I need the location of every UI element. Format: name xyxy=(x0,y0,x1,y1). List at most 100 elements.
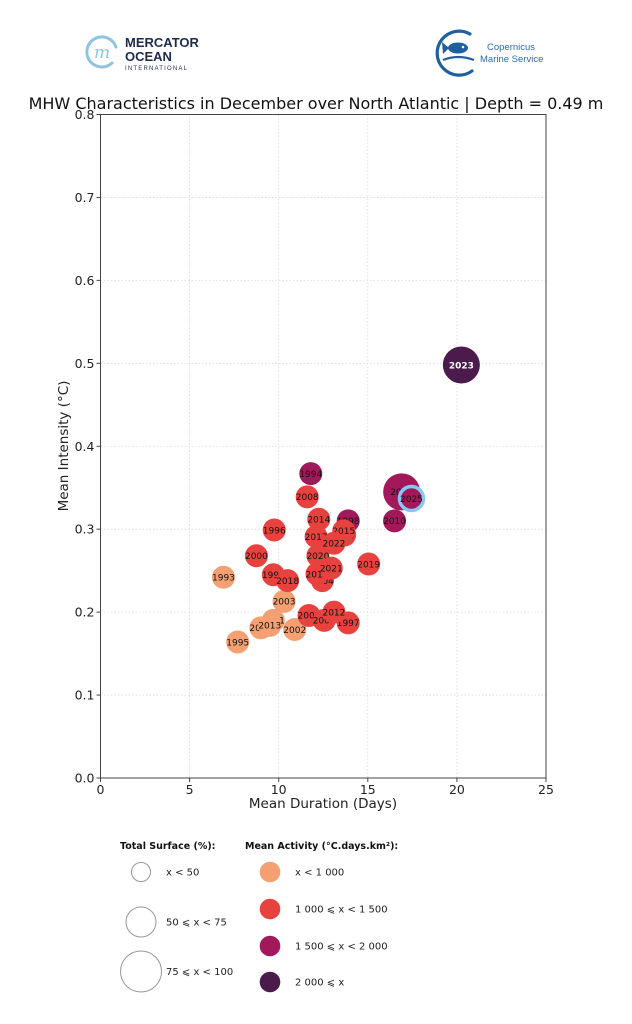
bubble-label: 2021 xyxy=(320,564,343,574)
y-axis: 0.0 0.1 0.2 0.3 0.4 0.5 0.6 0.7 0.8 xyxy=(75,107,101,786)
grid xyxy=(100,114,547,779)
legend-activity-label: 1 000 ⩽ x < 1 500 xyxy=(295,905,388,916)
bubble-label: 2018 xyxy=(276,577,299,587)
bubble-label: 1994 xyxy=(299,470,322,480)
bubble-1995: 1995 xyxy=(226,630,250,654)
legend-activity-label: x < 1 000 xyxy=(295,868,344,879)
bubble-2003: 2003 xyxy=(272,589,296,613)
bubble-2008: 2008 xyxy=(295,485,319,509)
bubble-2022: 2022 xyxy=(322,531,346,555)
y-tick-label: 0.6 xyxy=(75,273,95,288)
y-tick-label: 0.8 xyxy=(75,107,95,122)
legend-activity-title: Mean Activity (°C.days.km²): xyxy=(245,841,398,852)
legend-activity-marker xyxy=(259,898,281,920)
mercator-m-icon: m xyxy=(85,35,118,69)
y-tick-label: 0.5 xyxy=(75,356,95,371)
bubble-label: 2017 xyxy=(305,533,328,543)
bubble-2012: 2012 xyxy=(322,600,346,624)
x-tick-label: 20 xyxy=(449,782,465,797)
x-axis-label: Mean Duration (Days) xyxy=(249,796,397,812)
bubble-2010: 2010 xyxy=(383,509,406,533)
x-tick-label: 25 xyxy=(538,782,554,797)
x-tick-label: 0 xyxy=(97,782,105,797)
bubble-2025: 2025 xyxy=(397,484,426,513)
legend-surface-marker xyxy=(131,862,151,882)
bubble-1994: 1994 xyxy=(299,462,323,486)
bubble-1993: 1993 xyxy=(211,565,235,589)
bubble-mark xyxy=(276,569,300,593)
bubble-label: 2025 xyxy=(400,495,423,505)
svg-text:m: m xyxy=(94,43,110,63)
bubble-2013: 2013 xyxy=(258,613,282,637)
bubble-mark xyxy=(244,544,268,568)
bubble-label: 2016 xyxy=(306,570,329,580)
bubble-label: 2009 xyxy=(313,617,336,627)
bubble-2019: 2019 xyxy=(357,552,381,576)
copernicus-line1: Copernicus xyxy=(487,42,535,53)
bubble-mark xyxy=(258,613,282,637)
bubble-mark xyxy=(399,487,423,511)
x-tick-label: 5 xyxy=(186,782,194,797)
bubble-label: 2005 xyxy=(298,612,321,622)
bubble-2023: 2023 xyxy=(442,346,480,384)
bubble-label: 1999 xyxy=(262,571,285,581)
chart-title: MHW Characteristics in December over Nor… xyxy=(29,94,604,113)
legend-surface-label: x < 50 xyxy=(166,868,199,879)
wave-icon xyxy=(442,55,475,62)
legend-activity-label: 1 500 ⩽ x < 2 000 xyxy=(295,942,388,953)
bubble-label: 2019 xyxy=(357,560,380,570)
bubble-label: 1993 xyxy=(212,574,235,584)
bubbles: 1993199419951996199719981999200020012002… xyxy=(211,346,480,654)
mercator-line1: MERCATOR xyxy=(125,35,200,50)
x-tick-label: 15 xyxy=(360,782,376,797)
bubble-label: 2014 xyxy=(307,516,330,526)
bubble-mark xyxy=(307,507,331,531)
fish-icon xyxy=(442,42,468,54)
bubble-mark xyxy=(319,556,343,580)
bubble-label: 2012 xyxy=(322,608,345,618)
y-tick-label: 0.2 xyxy=(75,605,95,620)
bubble-mark xyxy=(226,630,250,654)
bubble-label: 2015 xyxy=(332,527,355,537)
bubble-mark xyxy=(211,565,235,589)
mercator-line3: INTERNATIONAL xyxy=(125,66,188,72)
legend-activity-marker xyxy=(259,935,281,957)
mercator-line2: OCEAN xyxy=(125,49,172,64)
bubble-label: 1995 xyxy=(226,638,249,648)
bubble-label: 2003 xyxy=(273,598,296,608)
mercator-ocean-logo: m MERCATOR OCEAN INTERNATIONAL xyxy=(85,35,200,72)
bubble-mark xyxy=(262,518,286,542)
bubble-mark xyxy=(322,531,346,555)
legend-surface-marker xyxy=(125,906,157,938)
bubble-label: 2022 xyxy=(322,540,345,550)
bubble-mark xyxy=(442,346,480,384)
bubble-label: 1997 xyxy=(337,619,360,629)
bubble-2017: 2017 xyxy=(304,525,328,549)
bubble-label: 2013 xyxy=(258,622,281,632)
legend-surface-label: 50 ⩽ x < 75 xyxy=(166,918,227,929)
bubble-label: 2000 xyxy=(245,552,268,562)
bubble-2014: 2014 xyxy=(307,507,331,531)
bubble-mark xyxy=(295,485,319,509)
bubble-label: 2020 xyxy=(306,552,329,562)
bubble-label: 1996 xyxy=(263,526,286,536)
highlight-ring xyxy=(397,484,426,513)
y-axis-label: Mean Intensity (°C) xyxy=(56,381,72,512)
legend-activity-marker xyxy=(259,861,281,883)
bubble-mark xyxy=(357,552,381,576)
x-axis: 0 5 10 15 20 25 xyxy=(97,778,554,797)
bubble-label: 2023 xyxy=(449,361,474,371)
copernicus-ring-icon xyxy=(435,29,474,77)
legend: Total Surface (%): Mean Activity (°C.day… xyxy=(120,841,398,993)
y-tick-label: 0.1 xyxy=(75,688,95,703)
x-tick-label: 10 xyxy=(271,782,287,797)
bubble-label: 2002 xyxy=(283,626,306,636)
bubble-2002: 2002 xyxy=(283,618,307,642)
y-tick-label: 0.0 xyxy=(75,771,95,786)
y-tick-label: 0.4 xyxy=(75,439,95,454)
bubble-label: 2010 xyxy=(383,517,406,527)
legend-surface-title: Total Surface (%): xyxy=(120,841,215,852)
legend-surface-label: 75 ⩽ x < 100 xyxy=(166,967,233,978)
legend-activity-marker xyxy=(259,971,281,993)
